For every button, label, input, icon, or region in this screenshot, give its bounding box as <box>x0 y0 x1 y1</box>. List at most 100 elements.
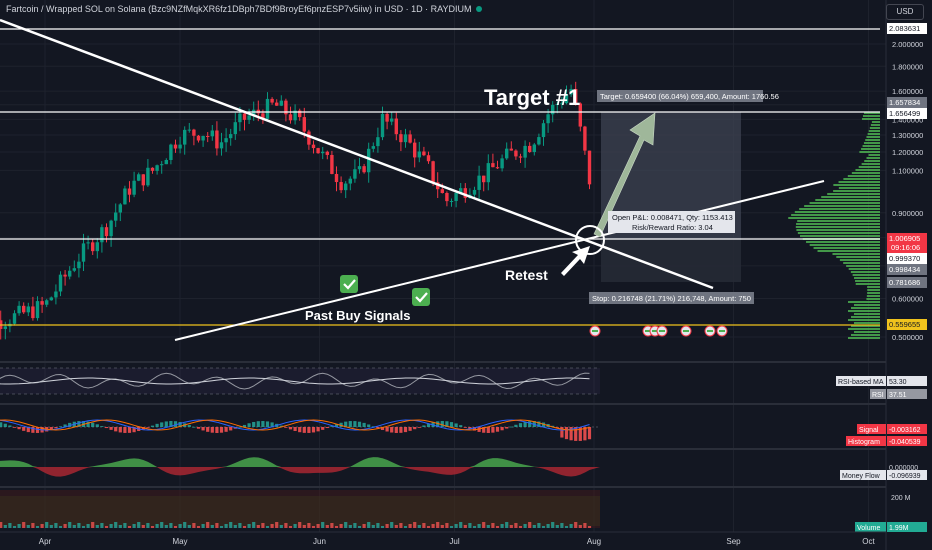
candle-body <box>22 305 26 313</box>
volume-axis-tick: 200 M <box>891 495 911 502</box>
event-badge-icon[interactable] <box>589 325 601 337</box>
candle-body <box>118 204 122 213</box>
candle-body <box>155 165 159 171</box>
macd-bar <box>371 426 375 428</box>
volume-bar <box>137 522 141 528</box>
volume-bar <box>440 525 444 528</box>
candles <box>0 81 592 340</box>
svg-text:Open P&L: 0.008471, Qty: 1153.: Open P&L: 0.008471, Qty: 1153.413 <box>612 213 733 222</box>
candle-body <box>403 134 408 143</box>
stop-zone[interactable] <box>601 239 741 282</box>
macd-bar <box>164 421 168 427</box>
time-tick: May <box>172 537 187 546</box>
volume-profile-bar <box>850 271 880 273</box>
volume-bar <box>261 523 265 528</box>
volume-bar <box>275 522 279 528</box>
event-badge-icon[interactable] <box>716 325 728 337</box>
svg-text:Money Flow: Money Flow <box>842 473 881 480</box>
macd-bar <box>261 421 265 427</box>
volume-profile-bar <box>863 142 880 144</box>
macd-bar <box>541 422 546 427</box>
svg-text:53.30: 53.30 <box>889 379 907 386</box>
volume-profile-bar <box>848 268 880 270</box>
candle-body <box>353 169 357 179</box>
volume-bar <box>132 524 136 528</box>
candle-body <box>357 166 362 170</box>
volume-profile-bar <box>861 148 880 150</box>
macd-bar <box>155 423 159 427</box>
price-tick: 1.300000 <box>892 131 923 140</box>
volume-profile-bar <box>799 235 880 237</box>
candle-body <box>537 137 541 145</box>
money-flow-pane[interactable] <box>0 457 600 477</box>
volume-profile-bar <box>854 331 880 333</box>
volume-bar <box>164 525 168 528</box>
descending-trendline[interactable] <box>0 18 714 290</box>
candle-body <box>72 268 76 271</box>
candle-body <box>569 89 573 95</box>
price-label-support: 0.559655 <box>887 319 927 330</box>
currency-button[interactable]: USD <box>886 4 924 20</box>
volume-bar <box>210 525 214 528</box>
volume-profile-bar <box>852 274 880 276</box>
time-tick: Sep <box>726 537 741 546</box>
volume-profile-bar <box>797 220 880 222</box>
volume-bar <box>367 522 371 528</box>
volume-profile-bar <box>839 259 880 261</box>
volume-profile-bar <box>795 226 880 228</box>
volume-profile-bar <box>846 265 880 267</box>
candle-body <box>192 129 196 136</box>
volume-profile-bar <box>851 334 880 336</box>
volume-bar <box>449 526 454 528</box>
event-badge-icon[interactable] <box>656 325 668 337</box>
macd-pane[interactable] <box>0 419 600 441</box>
volume-bar <box>325 525 329 528</box>
macd-bar <box>109 427 113 430</box>
macd-bar <box>86 421 90 427</box>
event-badge-icon[interactable] <box>704 325 716 337</box>
volume-bar <box>495 526 500 528</box>
time-axis[interactable]: Apr May Jun Jul Aug Sep Oct <box>39 537 876 546</box>
svg-text:-0.040539: -0.040539 <box>889 439 921 446</box>
macd-bar <box>518 423 523 427</box>
volume-pane[interactable] <box>0 490 600 528</box>
macd-bar <box>353 421 357 427</box>
svg-text:0.998434: 0.998434 <box>889 265 920 274</box>
rsi-pane[interactable] <box>0 367 600 395</box>
candle-body <box>495 167 500 169</box>
volume-profile-bar <box>869 127 880 129</box>
volume-bar <box>17 524 21 528</box>
volume-profile-bar <box>851 307 880 309</box>
macd-bar <box>348 421 352 427</box>
event-badge-icon[interactable] <box>680 325 692 337</box>
target-label: Target #1 <box>484 85 580 110</box>
volume-bar <box>578 525 582 528</box>
volume-bar <box>463 525 467 528</box>
macd-bar <box>468 427 472 429</box>
volume-bar <box>196 526 201 528</box>
macd-bar <box>436 421 440 427</box>
candle-body <box>472 189 477 195</box>
svg-text:-0.096939: -0.096939 <box>889 473 921 480</box>
macd-bar <box>578 427 582 441</box>
candle-body <box>348 178 352 184</box>
volume-bar <box>357 526 362 528</box>
candle-body <box>426 155 431 162</box>
candle-body <box>321 151 325 154</box>
candle-body <box>196 135 201 141</box>
volume-profile-bar <box>851 172 880 174</box>
candle-body <box>560 103 564 105</box>
volume-profile-bar <box>788 217 880 219</box>
volume-bar <box>54 523 58 528</box>
macd-bar <box>160 422 164 427</box>
macd-bar <box>54 427 58 429</box>
volume-bar <box>482 522 486 528</box>
candle-body <box>91 242 95 252</box>
ascending-trendline[interactable] <box>174 180 825 341</box>
event-badges[interactable] <box>589 325 728 337</box>
volume-profile-bar <box>791 214 880 216</box>
volume-profile-bar <box>866 136 880 138</box>
volume-bar <box>371 525 375 528</box>
macd-bar <box>426 423 431 427</box>
